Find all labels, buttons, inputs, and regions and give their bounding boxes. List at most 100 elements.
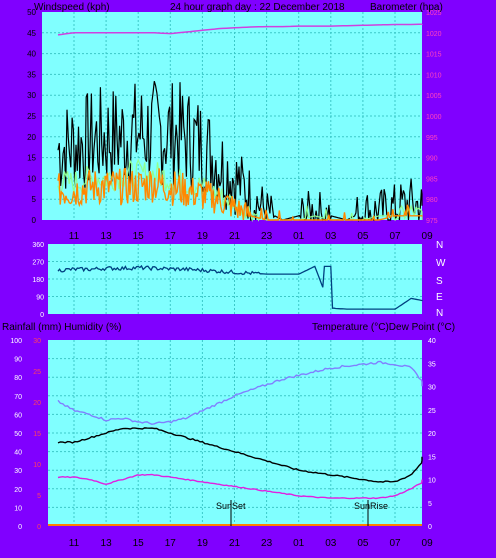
humidity-tick-label: 10: [14, 505, 22, 512]
dewpoint-series: [57, 473, 423, 500]
rain-tick-label: 25: [33, 369, 41, 376]
rain-humidity-title: Rainfall (mm) Humidity (%): [2, 322, 121, 333]
hour-tick-label: 03: [325, 231, 337, 242]
humidity-tick-label: 30: [14, 468, 22, 475]
sunrise-label: SunRise: [354, 501, 388, 511]
wind-tick-label: 15: [27, 154, 36, 163]
temp-tick-label: 40: [428, 338, 436, 345]
wind-tick-label: 25: [27, 112, 36, 121]
rain-tick-label: 20: [33, 400, 41, 407]
hour-tick-label: 13: [101, 538, 113, 549]
humidity-tick-label: 70: [14, 394, 22, 401]
hour-tick-label: 17: [165, 231, 177, 242]
graph-title: 24 hour graph day : 22 December 2018: [170, 2, 345, 13]
hour-tick-label: 07: [389, 538, 401, 549]
wind-tick-label: 20: [27, 133, 36, 142]
wind-gust-series: [57, 81, 423, 223]
hour-tick-label: 09: [422, 231, 434, 242]
hour-tick-label: 07: [389, 231, 401, 242]
humidity-tick-label: 100: [10, 338, 22, 345]
humidity-tick-label: 40: [14, 450, 22, 457]
wind-axis-title: Windspeed (kph): [34, 2, 110, 13]
hour-tick-label: 15: [133, 538, 145, 549]
hour-tick-label: 23: [261, 538, 273, 549]
baro-tick-label: 990: [426, 156, 438, 163]
wind-tick-label: 40: [27, 50, 36, 59]
baro-tick-label: 1015: [426, 52, 442, 59]
humidity-tick-label: 20: [14, 487, 22, 494]
hour-tick-label: 01: [293, 231, 305, 242]
hour-tick-label: 21: [229, 231, 241, 242]
dir-tick-label: 180: [32, 277, 44, 284]
rain-tick-label: 30: [33, 338, 41, 345]
rain-tick-label: 0: [37, 524, 41, 531]
temp-tick-label: 25: [428, 408, 436, 415]
wind-direction-series: [57, 264, 423, 310]
hour-tick-label: 11: [69, 538, 80, 549]
baro-tick-label: 985: [426, 176, 438, 183]
wind-avg-series: [57, 167, 423, 221]
temp-tick-label: 0: [428, 524, 432, 531]
baro-tick-label: 1005: [426, 93, 442, 100]
hour-tick-label: 05: [357, 538, 369, 549]
temp-dew-title: Temperature (°C)Dew Point (°C): [312, 322, 455, 333]
temp-tick-label: 5: [428, 501, 432, 508]
temp-tick-label: 10: [428, 478, 436, 485]
hour-tick-label: 11: [69, 231, 80, 242]
wind-tick-label: 0: [32, 216, 37, 225]
dir-tick-label: 0: [40, 312, 44, 319]
wind-tick-label: 5: [32, 195, 37, 204]
dir-label-e: E: [436, 292, 443, 303]
temperature-series: [57, 427, 423, 483]
baro-tick-label: 1010: [426, 72, 442, 79]
humidity-tick-label: 80: [14, 375, 22, 382]
hour-tick-label: 15: [133, 231, 145, 242]
dir-tick-label: 270: [32, 260, 44, 267]
baro-tick-label: 1025: [426, 10, 442, 17]
dir-tick-label: 360: [32, 242, 44, 249]
hour-tick-label: 09: [422, 538, 434, 549]
baro-tick-label: 1020: [426, 31, 442, 38]
humidity-tick-label: 0: [18, 524, 22, 531]
baro-tick-label: 995: [426, 135, 438, 142]
baro-tick-label: 1000: [426, 114, 442, 121]
rain-tick-label: 10: [33, 462, 41, 469]
hour-tick-label: 13: [101, 231, 113, 242]
hour-tick-label: 23: [261, 231, 273, 242]
temp-tick-label: 35: [428, 361, 436, 368]
dir-tick-label: 90: [36, 295, 44, 302]
barometer-series: [57, 23, 423, 36]
rain-tick-label: 15: [33, 431, 41, 438]
hour-tick-label: 03: [325, 538, 337, 549]
wind-tick-label: 45: [27, 29, 36, 38]
wind-tick-label: 50: [27, 8, 36, 17]
temp-tick-label: 15: [428, 454, 436, 461]
hour-tick-label: 05: [357, 231, 369, 242]
temp-tick-label: 20: [428, 431, 436, 438]
hour-tick-label: 01: [293, 538, 305, 549]
hour-tick-label: 19: [197, 538, 209, 549]
baro-axis-title: Barometer (hpa): [370, 2, 443, 13]
humidity-tick-label: 90: [14, 357, 22, 364]
humidity-tick-label: 60: [14, 412, 22, 419]
dir-label-s: S: [436, 276, 443, 287]
rain-tick-label: 5: [37, 493, 41, 500]
dir-label-w: W: [436, 258, 446, 269]
dir-label-n: N: [436, 240, 443, 251]
baro-tick-label: 980: [426, 197, 438, 204]
sunset-label: SunSet: [216, 501, 246, 511]
hour-tick-label: 21: [229, 538, 241, 549]
humidity-series: [57, 360, 423, 426]
baro-tick-label: 975: [426, 218, 438, 225]
humidity-tick-label: 50: [14, 431, 22, 438]
dir-label-n2: N: [436, 308, 443, 319]
wind-tick-label: 35: [27, 70, 36, 79]
temp-tick-label: 30: [428, 385, 436, 392]
wind-tick-label: 30: [27, 91, 36, 100]
direction-plot-area: [48, 244, 422, 314]
wind-tick-label: 10: [27, 174, 36, 183]
hour-tick-label: 17: [165, 538, 177, 549]
hour-tick-label: 19: [197, 231, 209, 242]
